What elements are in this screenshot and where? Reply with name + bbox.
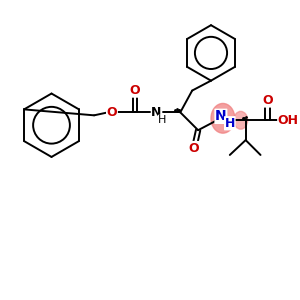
- Text: O: O: [129, 84, 140, 97]
- Text: N: N: [151, 106, 162, 119]
- Text: O: O: [189, 142, 200, 154]
- Text: O: O: [262, 94, 273, 107]
- Ellipse shape: [211, 103, 235, 133]
- Ellipse shape: [234, 111, 248, 129]
- Text: H: H: [158, 115, 166, 125]
- Text: OH: OH: [278, 114, 299, 127]
- Text: O: O: [106, 106, 117, 119]
- Text: H: H: [225, 117, 235, 130]
- Text: N: N: [215, 109, 227, 123]
